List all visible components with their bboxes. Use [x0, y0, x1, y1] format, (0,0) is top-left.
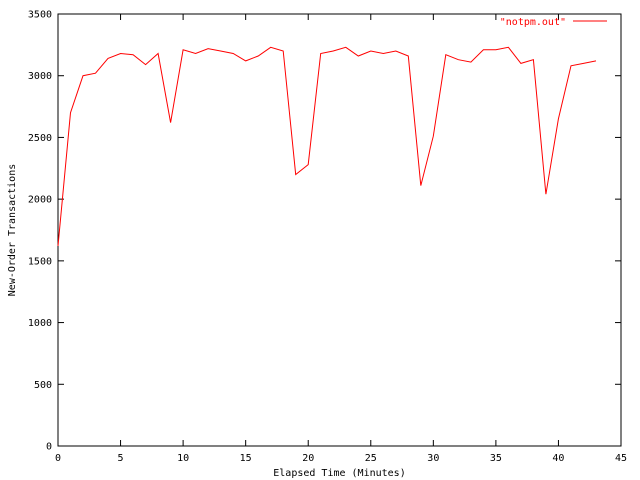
y-axis-ticks: 0 500 1000 1500 2000 2500 3000 3500: [28, 10, 621, 453]
x-tick-label: 25: [365, 453, 377, 464]
y-tick-label: 500: [34, 380, 52, 391]
y-tick-label: 3000: [28, 71, 52, 82]
x-tick-label: 35: [490, 453, 502, 464]
x-tick-label: 30: [427, 453, 439, 464]
plot-frame: [57, 13, 622, 447]
x-tick-label: 45: [615, 453, 627, 464]
x-axis-ticks: 0 5 10 15 20 25 30 35 40 45: [55, 14, 627, 464]
y-tick-label: 2500: [28, 133, 52, 144]
x-tick-label: 0: [55, 453, 61, 464]
x-tick-label: 10: [177, 453, 189, 464]
y-tick-label: 0: [46, 442, 52, 453]
x-tick-label: 20: [302, 453, 314, 464]
series-group: [57, 46, 597, 247]
y-tick-label: 3500: [28, 10, 52, 21]
x-tick-label: 40: [552, 453, 564, 464]
y-axis-label: New-Order Transactions: [7, 164, 18, 296]
series-line: [57, 46, 597, 247]
x-axis-label: Elapsed Time (Minutes): [273, 468, 405, 479]
x-tick-label: 5: [118, 453, 124, 464]
y-tick-label: 2000: [28, 195, 52, 206]
x-tick-label: 15: [240, 453, 252, 464]
legend: "notpm.out": [500, 17, 607, 28]
y-tick-label: 1000: [28, 318, 52, 329]
legend-label: "notpm.out": [500, 17, 566, 28]
y-tick-label: 1500: [28, 256, 52, 267]
